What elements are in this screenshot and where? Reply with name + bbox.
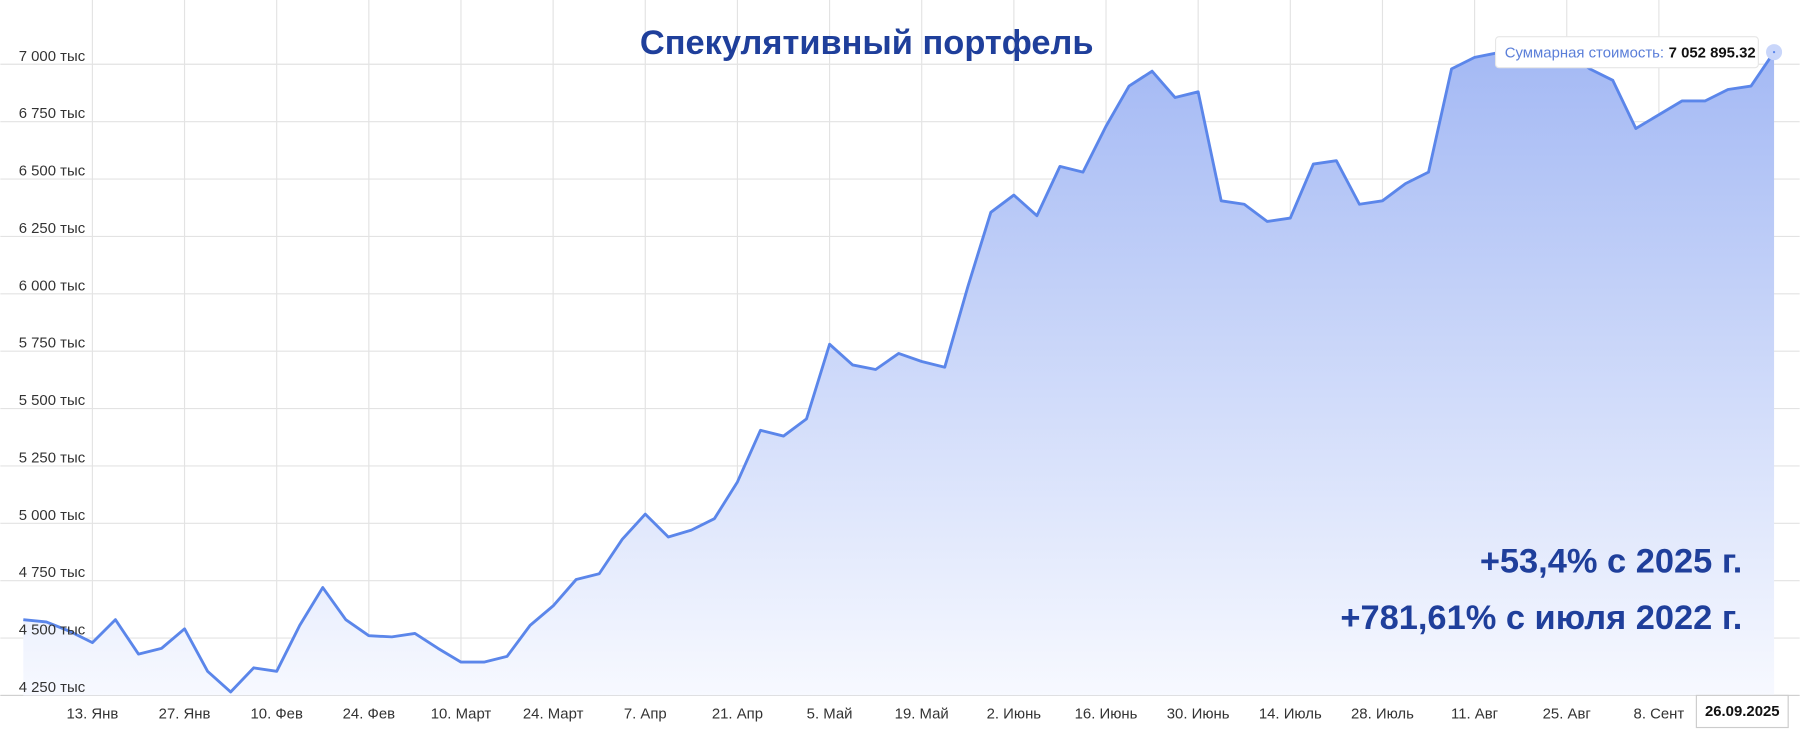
annotation: +781,61% с июля 2022 г.: [1340, 599, 1742, 637]
y-tick-label: 4 250 тыс: [19, 680, 86, 696]
x-tick-label: 10. Март: [431, 706, 492, 722]
x-tick-label: 14. Июль: [1259, 706, 1322, 722]
x-tick-label: 16. Июнь: [1075, 706, 1138, 722]
area: [23, 51, 1775, 696]
y-tick-label: 5 750 тыс: [19, 336, 86, 352]
x-tick-label: 30. Июнь: [1167, 706, 1230, 722]
y-tick-label: 7 000 тыс: [19, 49, 86, 65]
line: [23, 50, 1776, 694]
x-highlight-label: 26.09.2025: [1705, 704, 1780, 720]
x-highlight-box: [1695, 694, 1789, 729]
tooltip-box: [1494, 36, 1759, 69]
x-tick-label: 27. Янв: [159, 706, 211, 722]
x-tick-label: 2. Июнь: [987, 706, 1042, 722]
x-tick-label: 25. Авг: [1543, 706, 1591, 722]
tooltip: Суммарная стоимость: 7 052 895.32: [1494, 36, 1759, 69]
x-tick-label: 24. Март: [523, 706, 584, 722]
x-tick-label: 28. Июль: [1351, 706, 1414, 722]
x-tick-label: 11. Авг: [1451, 706, 1498, 722]
y-tick-label: 6 500 тыс: [19, 164, 86, 180]
y-tick-label: 4 500 тыс: [19, 623, 86, 639]
data: [23, 44, 1783, 696]
tooltip-text: Суммарная стоимость: 7 052 895.32: [1505, 45, 1756, 61]
labels: 4 250 тыс 4 500 тыс 4 750 тыс 5 000 тыс 5 25…: [19, 49, 1685, 723]
x-tick-label: 5. Май: [807, 706, 853, 722]
x-tick-label: 21. Апр: [712, 706, 763, 722]
x-tick-label: 10. Фев: [250, 706, 302, 722]
x-highlight: 26.09.2025: [1695, 694, 1789, 729]
y-tick-label: 5 000 тыс: [19, 508, 86, 524]
x-tick-label: 7. Апр: [624, 706, 667, 722]
y-tick-label: 4 750 тыс: [19, 565, 86, 581]
x-tick-label: 24. Фев: [343, 706, 395, 722]
y-tick-label: 5 500 тыс: [19, 393, 86, 409]
tooltip-value: 7 052 895.32: [1669, 45, 1756, 61]
x-tick-label: 19. Май: [895, 706, 949, 722]
tooltip-label: Суммарная стоимость:: [1505, 45, 1664, 61]
y-tick-label: 6 250 тыс: [19, 221, 86, 237]
y-tick-label: 6 000 тыс: [19, 278, 86, 294]
annotation: +53,4% с 2025 г.: [1480, 543, 1742, 581]
y-tick-label: 6 750 тыс: [19, 106, 86, 122]
x-tick-label: 13. Янв: [67, 706, 119, 722]
chart-title: Спекулятивный портфель: [640, 24, 1094, 62]
x-tick-label: 8. Сент: [1634, 706, 1685, 722]
y-tick-label: 5 250 тыс: [19, 450, 86, 466]
hover-point: [1766, 44, 1783, 61]
